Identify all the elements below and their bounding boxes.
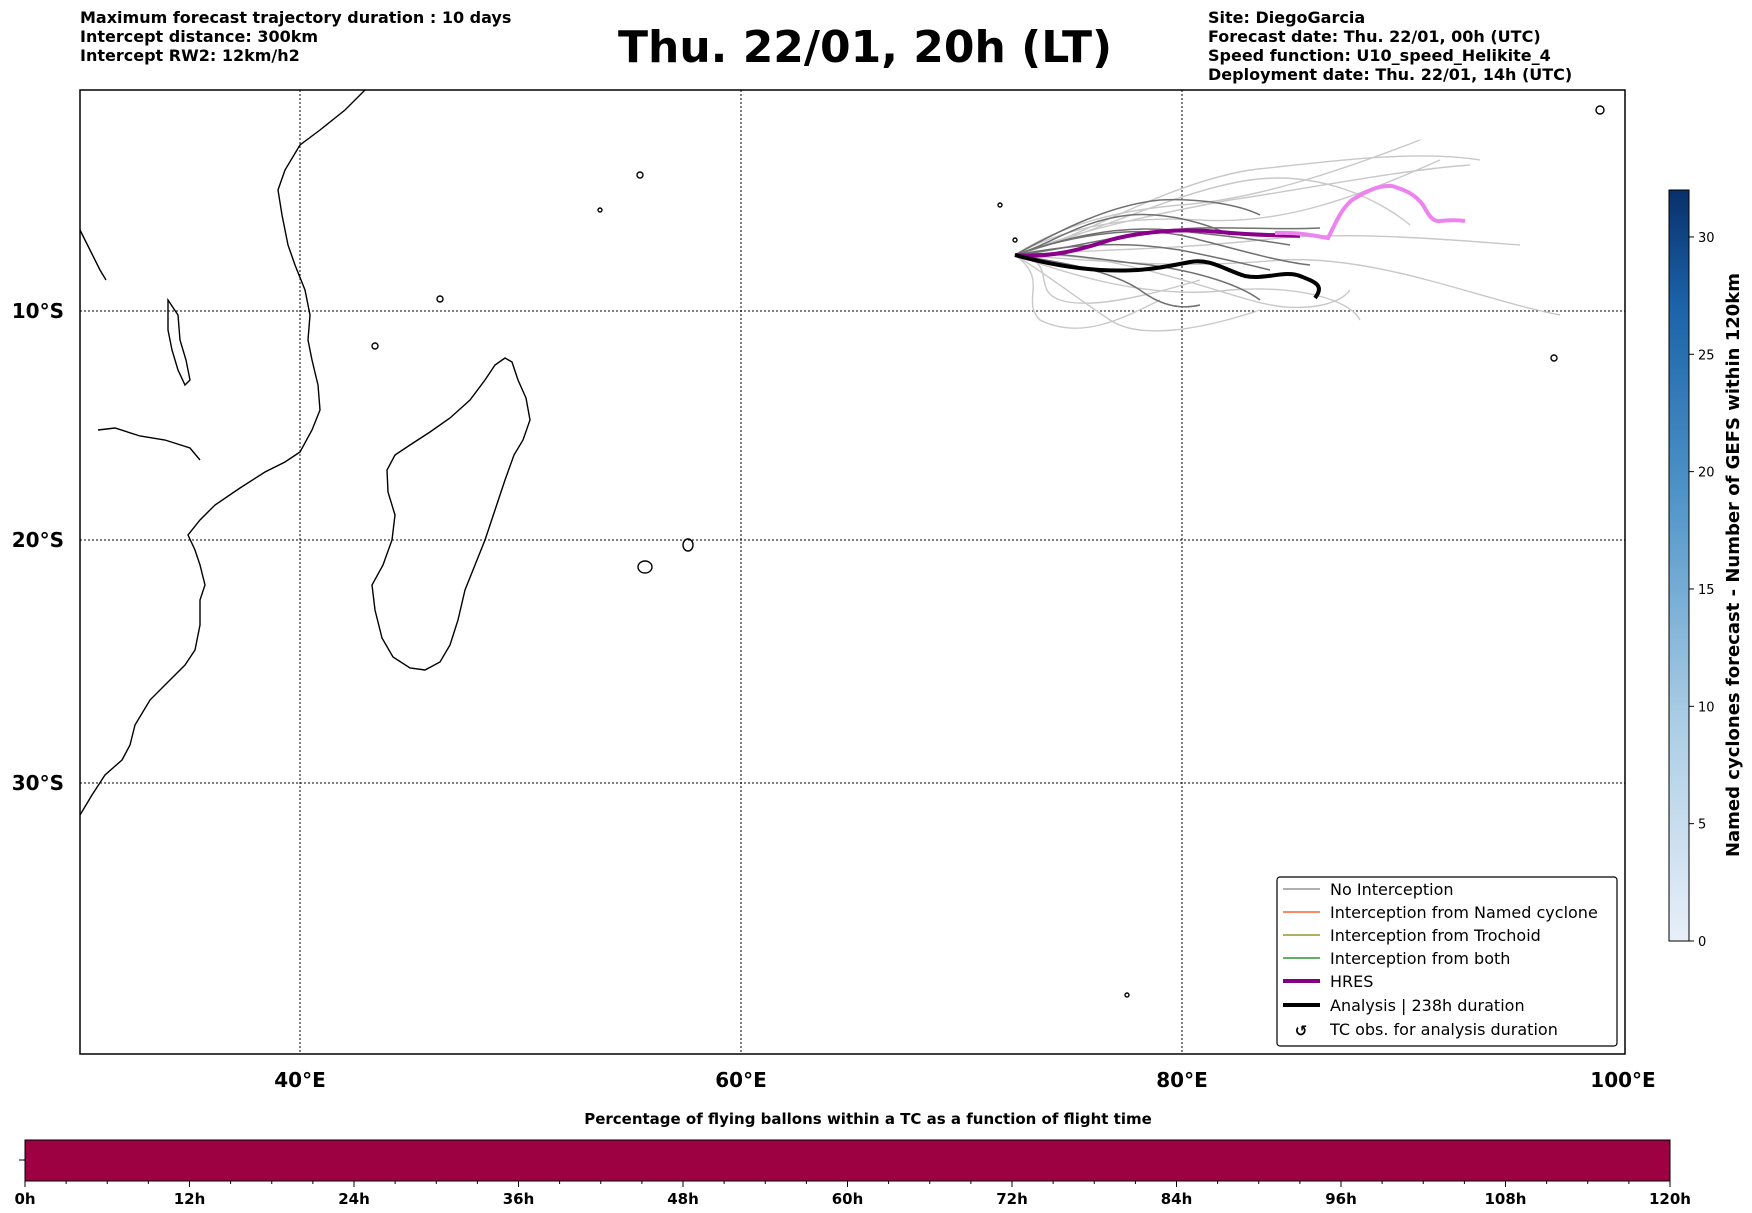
mauritius-island (682, 538, 694, 552)
legend-label-named-cyclone: Interception from Named cyclone (1330, 903, 1598, 922)
axis-labels: 40°E 60°E 80°E 100°E 10°S 20°S 30°S (12, 299, 1656, 1092)
forecast-date-text: Forecast date: Thu. 22/01, 00h (UTC) (1208, 27, 1541, 46)
intercept-distance-text: Intercept distance: 300km (80, 27, 319, 46)
lat-label-30s: 30°S (12, 771, 64, 795)
island-dot (1550, 354, 1558, 362)
island-dot (997, 202, 1003, 208)
colorbar-bottom-tick-label: 120h (1649, 1190, 1691, 1208)
lon-label-60e: 60°E (715, 1068, 767, 1092)
island-dot (1124, 992, 1130, 998)
legend-box (1276, 876, 1618, 1047)
legend-label-analysis: Analysis | 238h duration (1330, 996, 1525, 1015)
colorbar-right-tick-label: 0 (1698, 935, 1706, 950)
legend-label-both: Interception from both (1330, 949, 1510, 968)
lake-victoria (80, 229, 107, 281)
colorbar-right-tick-label: 20 (1698, 466, 1715, 481)
colorbar-bottom: Percentage of flying ballons within a TC… (14, 1110, 1691, 1208)
legend-label-hres: HRES (1330, 972, 1373, 991)
site-text: Site: DiegoGarcia (1208, 8, 1366, 27)
colorbar-bottom-title: Percentage of flying ballons within a TC… (584, 1110, 1152, 1128)
gefs-tracks-dark (1014, 198, 1321, 308)
colorbar-bottom-tick-label: 60h (832, 1190, 864, 1208)
duration-text: Maximum forecast trajectory duration : 1… (80, 8, 512, 27)
colorbar-bottom-ticks: 0h 12h 24h 36h 48h 60h 72h 84h 96h 108h 120h (14, 1181, 1691, 1208)
analysis-track (1014, 253, 1321, 300)
colorbar-right-tick-label: 25 (1698, 348, 1715, 363)
figure-title: Thu. 22/01, 20h (LT) (618, 22, 1113, 73)
colorbar-bottom-tick-label: 36h (503, 1190, 535, 1208)
colorbar-bottom-tick-label: 0h (14, 1190, 35, 1208)
gridlines (80, 90, 1625, 1054)
trajectories (1014, 139, 1561, 332)
colorbar-bottom-tick-label: 24h (338, 1190, 370, 1208)
tc-obs-icon: ↺ (1295, 1022, 1308, 1040)
colorbar-bottom-bar (24, 1139, 1671, 1182)
madagascar-outline (371, 357, 531, 671)
island-dot (636, 171, 644, 179)
lon-label-80e: 80°E (1156, 1068, 1208, 1092)
colorbar-bottom-tick-label: 72h (996, 1190, 1028, 1208)
lat-label-10s: 10°S (12, 299, 64, 323)
legend-label-no-interception: No Interception (1330, 880, 1454, 899)
speed-function-text: Speed function: U10_speed_Helikite_4 (1208, 46, 1551, 65)
coastlines (80, 90, 1605, 998)
colorbar-bottom-tick-label: 108h (1485, 1190, 1527, 1208)
colorbar-right-tick-label: 15 (1698, 583, 1715, 598)
colorbar-bottom-tick-label: 84h (1161, 1190, 1193, 1208)
lat-label-20s: 20°S (12, 528, 64, 552)
hres-track (1014, 228, 1301, 258)
lake-outline (167, 297, 191, 387)
island-dot (597, 207, 603, 213)
intercept-rw2-text: Intercept RW2: 12km/h2 (80, 46, 300, 65)
island-dot (371, 342, 379, 350)
colorbar-right-tick-label: 30 (1698, 231, 1715, 246)
deployment-date-text: Deployment date: Thu. 22/01, 14h (UTC) (1208, 65, 1573, 84)
reunion-island (637, 560, 653, 574)
island-dot (1595, 105, 1605, 115)
legend-label-trochoid: Interception from Trochoid (1330, 926, 1541, 945)
header-left-info: Maximum forecast trajectory duration : 1… (80, 8, 511, 65)
colorbar-bottom-tick-label: 96h (1325, 1190, 1357, 1208)
lon-label-100e: 100°E (1590, 1068, 1655, 1092)
colorbar-right-gradient (1668, 189, 1690, 942)
legend: No Interception Interception from Named … (1276, 876, 1618, 1047)
colorbar-bottom-tick-label: 48h (667, 1190, 699, 1208)
colorbar-right-tick-label: 10 (1698, 700, 1715, 715)
lon-label-40e: 40°E (274, 1068, 326, 1092)
hres-track-extension (1274, 183, 1466, 241)
lake-malawi (97, 427, 201, 461)
island-dot (1012, 237, 1018, 243)
header-right-info: Site: DiegoGarcia Forecast date: Thu. 22… (1208, 8, 1572, 84)
colorbar-right: 0 5 10 15 20 25 30 Named cyclones forecast - N… (1668, 189, 1744, 950)
colorbar-right-label: Named cyclones forecast - Number of GEFS… (1723, 273, 1744, 857)
island-dot (436, 295, 444, 303)
africa-coastline (80, 90, 366, 816)
map-frame (79, 89, 1626, 1055)
colorbar-right-ticks: 0 5 10 15 20 25 30 (1689, 231, 1715, 950)
legend-label-tc-obs: TC obs. for analysis duration (1329, 1020, 1558, 1039)
colorbar-right-tick-label: 5 (1698, 818, 1706, 833)
colorbar-bottom-tick-label: 12h (174, 1190, 206, 1208)
